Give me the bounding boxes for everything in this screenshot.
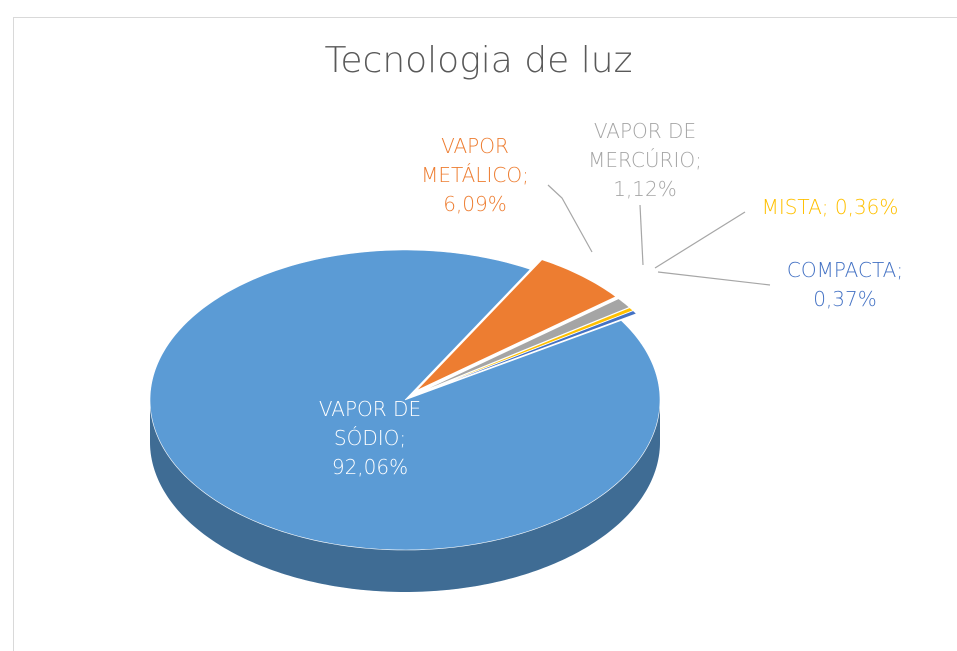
label-separator: ; <box>695 148 702 172</box>
leader-line <box>654 211 746 269</box>
slice <box>419 298 630 393</box>
category-label: COMPACTA <box>786 258 897 282</box>
data-label: VAPOR DE MERCÚRIO; 1,12% <box>560 117 730 204</box>
data-label: VAPOR METÁLICO; 6,09% <box>405 132 545 219</box>
slice <box>416 259 617 391</box>
data-label: VAPOR DE SÓDIO; 92,06% <box>300 395 440 482</box>
chart-frame <box>13 17 957 651</box>
slice <box>419 307 634 394</box>
slice <box>149 249 661 551</box>
leader-line <box>657 271 771 286</box>
data-label: MISTA; 0,36% <box>730 193 930 222</box>
chart-title: Tecnologia de luz <box>324 40 633 81</box>
data-label: COMPACTA; 0,37% <box>760 256 930 314</box>
leader-line <box>547 184 593 253</box>
slice-side-shade <box>150 400 660 592</box>
slice-side <box>150 400 660 592</box>
leader-line <box>639 204 644 266</box>
category-label: VAPOR DE MERCÚRIO <box>588 119 697 172</box>
label-separator: ; <box>896 258 904 282</box>
category-label: VAPOR DE SÓDIO <box>318 397 422 450</box>
label-separator: ; <box>522 163 529 187</box>
value-label: 6,09% <box>443 192 507 216</box>
category-label: MISTA <box>761 195 822 219</box>
value-label: 0,37% <box>813 287 877 311</box>
label-separator: ; <box>821 195 829 219</box>
category-label: VAPOR METÁLICO <box>421 134 523 187</box>
value-label: 92,06% <box>331 455 409 479</box>
slice <box>420 310 637 394</box>
label-separator: ; <box>399 426 407 450</box>
value-label: 1,12% <box>613 177 677 201</box>
value-label: 0,36% <box>834 195 899 219</box>
